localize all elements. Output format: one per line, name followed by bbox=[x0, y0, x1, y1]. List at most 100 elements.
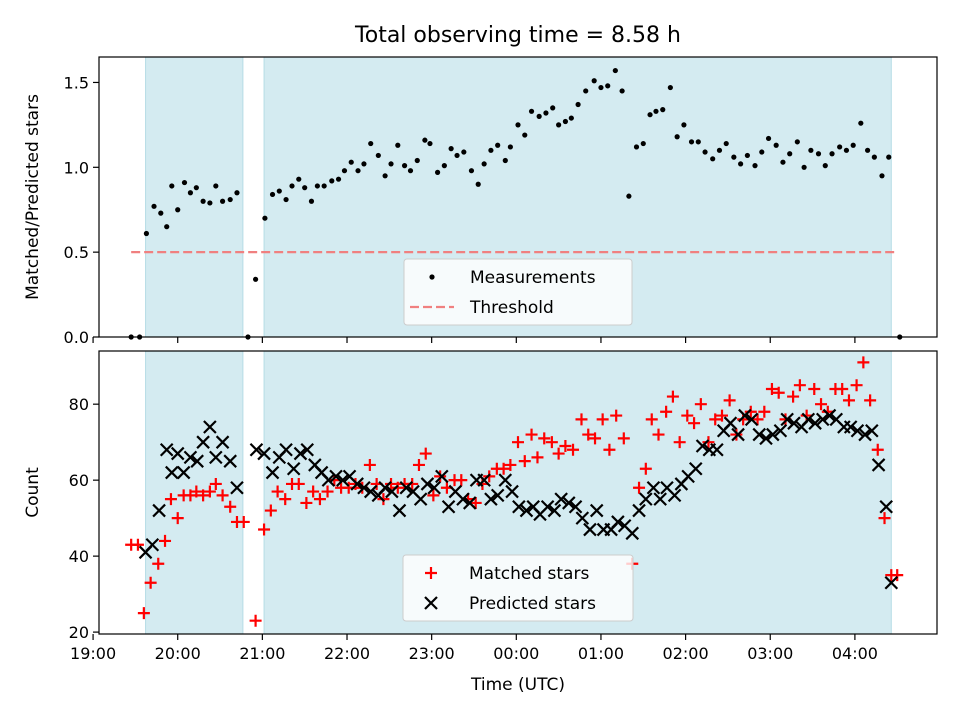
predicted-star-point bbox=[611, 515, 625, 529]
predicted-star-point bbox=[695, 439, 710, 453]
measurement-point bbox=[207, 200, 213, 206]
predicted-star-point bbox=[392, 503, 407, 518]
measurement-point bbox=[765, 135, 772, 142]
measurement-point bbox=[382, 173, 388, 179]
legend-label: Measurements bbox=[470, 268, 596, 288]
matched-star-point bbox=[469, 496, 482, 509]
predicted-star-point bbox=[265, 465, 280, 480]
measurement-point bbox=[591, 78, 597, 84]
measurement-point bbox=[289, 183, 295, 189]
measurement-point bbox=[843, 147, 850, 153]
predicted-star-point bbox=[540, 499, 555, 514]
matched-star-point bbox=[715, 409, 728, 422]
measurement-point bbox=[716, 147, 723, 153]
measurement-point bbox=[329, 178, 335, 184]
predicted-star-point bbox=[413, 492, 428, 506]
legend-label: Predicted stars bbox=[469, 594, 596, 614]
measurement-point bbox=[502, 157, 508, 164]
predicted-star-point bbox=[435, 469, 449, 484]
predicted-star-point bbox=[554, 492, 568, 506]
matched-star-point bbox=[610, 409, 623, 422]
top-legend: Measurements Threshold bbox=[403, 258, 633, 326]
predicted-star-point bbox=[209, 450, 223, 465]
predicted-star-point bbox=[257, 446, 271, 461]
measurement-point bbox=[522, 132, 528, 138]
predicted-star-point bbox=[646, 480, 661, 495]
measurement-point bbox=[612, 67, 618, 74]
predicted-stars-series bbox=[138, 408, 899, 590]
matched-star-point bbox=[652, 428, 665, 441]
predicted-star-point bbox=[653, 492, 667, 506]
y-tick-label: 60 bbox=[69, 471, 89, 490]
predicted-star-point bbox=[871, 458, 886, 472]
predicted-star-point bbox=[329, 469, 343, 484]
predicted-star-point bbox=[456, 492, 470, 506]
predicted-star-point bbox=[710, 442, 724, 457]
predicted-star-point bbox=[286, 461, 301, 476]
top-y-axis: 0.0 0.5 1.0 1.5 bbox=[64, 73, 99, 347]
matched-star-point bbox=[131, 538, 144, 551]
measurement-point bbox=[886, 154, 892, 160]
matched-star-point bbox=[744, 405, 757, 418]
predicted-star-point bbox=[822, 408, 837, 423]
predicted-star-point bbox=[808, 416, 822, 430]
measurement-point bbox=[633, 144, 640, 150]
measurement-point bbox=[871, 154, 877, 160]
matched-star-point bbox=[723, 394, 736, 407]
matched-star-point bbox=[702, 436, 715, 449]
measurement-point bbox=[454, 152, 460, 159]
measurement-point bbox=[626, 193, 632, 199]
matched-star-point bbox=[419, 447, 432, 460]
y-tick-label: 80 bbox=[69, 395, 89, 414]
bottom-legend: Matched stars Predicted stars bbox=[402, 554, 634, 622]
measurement-point bbox=[234, 190, 240, 196]
matched-star-point bbox=[159, 534, 172, 547]
x-tick-label: 04:00 bbox=[832, 644, 878, 663]
measurement-point bbox=[321, 183, 327, 189]
predicted-star-point bbox=[477, 473, 491, 487]
matched-star-point bbox=[385, 477, 398, 490]
measurement-point bbox=[794, 139, 800, 145]
predicted-star-point bbox=[568, 499, 583, 514]
legend-measurement-marker bbox=[429, 274, 435, 280]
top-y-axis-label: Matched/Predicted stars bbox=[23, 94, 43, 300]
legend-label: Threshold bbox=[469, 298, 554, 318]
predicted-star-point bbox=[858, 427, 872, 442]
predicted-star-point bbox=[498, 473, 513, 487]
predicted-star-point bbox=[321, 473, 336, 487]
predicted-star-point bbox=[780, 412, 794, 427]
matched-star-point bbox=[596, 413, 609, 426]
measurement-point bbox=[158, 210, 164, 216]
legend-label: Matched stars bbox=[469, 564, 589, 584]
matched-star-point bbox=[857, 356, 870, 369]
predicted-star-point bbox=[519, 503, 534, 518]
matched-star-point bbox=[237, 515, 250, 528]
measurement-point bbox=[361, 161, 367, 167]
x-tick-label: 21:00 bbox=[239, 644, 285, 663]
matched-star-point bbox=[660, 405, 673, 418]
matched-star-point bbox=[787, 390, 800, 403]
measurement-point bbox=[801, 164, 807, 170]
matched-star-point bbox=[391, 481, 404, 494]
measurement-point bbox=[181, 179, 188, 186]
predicted-star-point bbox=[773, 423, 788, 438]
measurement-point bbox=[759, 149, 765, 155]
measurement-point bbox=[395, 142, 401, 148]
matched-star-point bbox=[552, 447, 565, 460]
measurement-point bbox=[276, 188, 282, 194]
matched-star-point bbox=[688, 417, 701, 430]
measurement-point bbox=[583, 88, 589, 94]
matched-star-point bbox=[545, 436, 558, 449]
matched-star-point bbox=[152, 557, 165, 570]
measurement-point bbox=[448, 146, 454, 152]
predicted-star-point bbox=[203, 420, 217, 434]
matched-star-point bbox=[589, 432, 602, 445]
predicted-star-point bbox=[639, 492, 653, 506]
measurement-point bbox=[515, 122, 521, 128]
legend-box bbox=[403, 258, 633, 326]
matched-star-point bbox=[264, 504, 277, 517]
measurement-point bbox=[702, 149, 708, 155]
measurement-point bbox=[681, 122, 687, 128]
matched-star-point bbox=[144, 576, 157, 589]
predicted-star-point bbox=[385, 484, 399, 499]
